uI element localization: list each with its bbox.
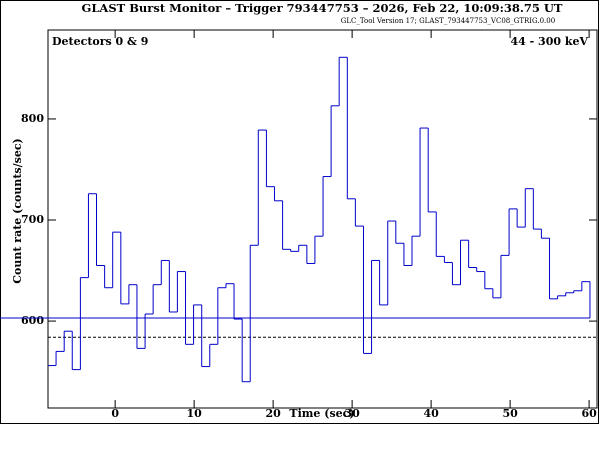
y-tick-label: 800: [21, 112, 44, 125]
y-axis-label: Count rate (counts/sec): [11, 138, 24, 283]
y-tick-label: 700: [21, 213, 44, 226]
x-axis-label: Time (sec): [289, 407, 354, 420]
x-tick-label: 0: [111, 407, 119, 420]
plot-area: [47, 29, 598, 409]
annotation: Detectors 0 & 9: [52, 35, 148, 48]
chart-title: GLAST Burst Monitor – Trigger 793447753 …: [82, 1, 563, 15]
x-tick-label: 10: [186, 407, 202, 420]
x-tick-label: 20: [265, 407, 281, 420]
x-tick-label: 30: [344, 407, 360, 420]
chart-subtitle: GLC_Tool Version 17; GLAST_793447753_VC0…: [341, 17, 555, 25]
frame: [0, 0, 599, 424]
x-tick-label: 40: [423, 407, 439, 420]
x-tick-label: 60: [581, 407, 597, 420]
x-tick-label: 50: [502, 407, 518, 420]
y-tick-label: 600: [21, 314, 44, 327]
step-connector: [55, 57, 591, 382]
annotation: 44 - 300 keV: [511, 35, 589, 48]
